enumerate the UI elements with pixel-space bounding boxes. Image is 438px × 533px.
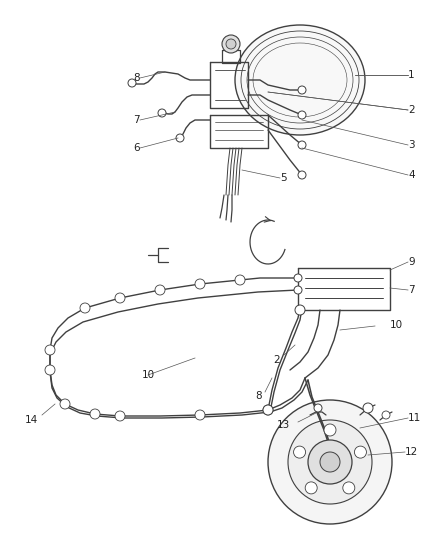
Circle shape (235, 275, 245, 285)
Circle shape (45, 365, 55, 375)
Circle shape (115, 411, 125, 421)
Text: 4: 4 (408, 170, 415, 180)
Text: 5: 5 (280, 173, 286, 183)
Text: 8: 8 (255, 391, 262, 401)
Circle shape (158, 109, 166, 117)
Circle shape (293, 446, 306, 458)
Circle shape (80, 303, 90, 313)
Text: 7: 7 (408, 285, 415, 295)
Text: 6: 6 (134, 143, 140, 153)
Circle shape (268, 400, 392, 524)
Circle shape (195, 279, 205, 289)
Circle shape (45, 345, 55, 355)
Text: 7: 7 (134, 115, 140, 125)
Circle shape (195, 410, 205, 420)
Circle shape (155, 285, 165, 295)
Circle shape (308, 440, 352, 484)
Circle shape (320, 452, 340, 472)
Circle shape (176, 134, 184, 142)
Circle shape (60, 399, 70, 409)
Circle shape (222, 35, 240, 53)
Circle shape (294, 274, 302, 282)
Circle shape (324, 424, 336, 436)
Circle shape (294, 286, 302, 294)
Circle shape (298, 86, 306, 94)
Circle shape (363, 403, 373, 413)
Circle shape (128, 79, 136, 87)
Text: 9: 9 (408, 257, 415, 267)
Text: 1: 1 (408, 70, 415, 80)
Text: 14: 14 (25, 415, 38, 425)
Circle shape (288, 420, 372, 504)
Circle shape (354, 446, 367, 458)
Circle shape (263, 405, 273, 415)
Text: 2: 2 (408, 105, 415, 115)
Circle shape (115, 293, 125, 303)
Text: 10: 10 (390, 320, 403, 330)
Text: 8: 8 (134, 73, 140, 83)
Text: 3: 3 (408, 140, 415, 150)
Circle shape (295, 305, 305, 315)
Circle shape (343, 482, 355, 494)
Circle shape (298, 171, 306, 179)
Text: 11: 11 (408, 413, 421, 423)
Circle shape (263, 405, 273, 415)
Circle shape (226, 39, 236, 49)
Text: 13: 13 (277, 420, 290, 430)
Text: 10: 10 (141, 370, 155, 380)
Circle shape (298, 141, 306, 149)
Circle shape (298, 111, 306, 119)
Circle shape (382, 411, 390, 419)
Ellipse shape (235, 25, 365, 135)
Text: 12: 12 (405, 447, 418, 457)
Circle shape (314, 404, 322, 412)
Circle shape (90, 409, 100, 419)
Text: 2: 2 (273, 355, 280, 365)
Circle shape (305, 482, 317, 494)
